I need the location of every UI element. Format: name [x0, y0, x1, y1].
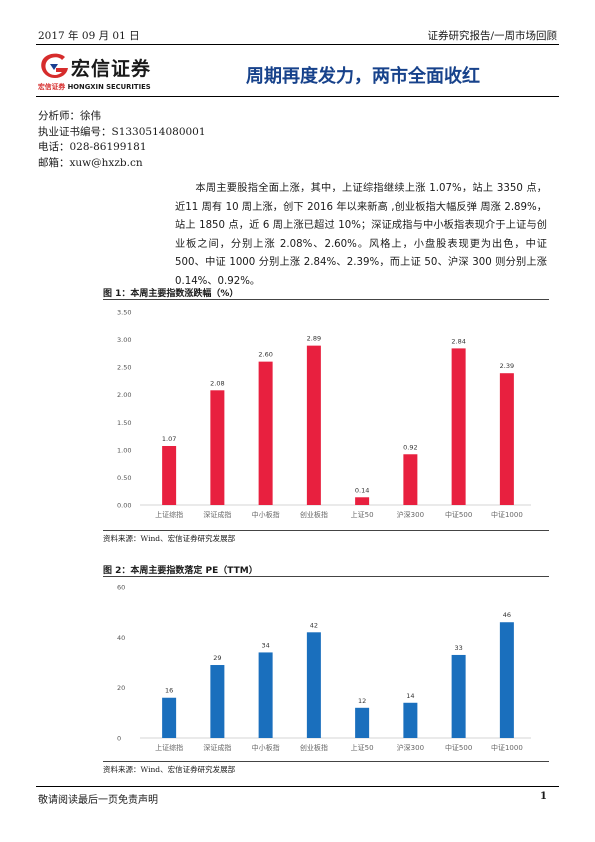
title-divider — [36, 96, 559, 97]
x-tick-label: 沪深300 — [397, 510, 424, 519]
bar-7 — [451, 654, 466, 738]
bar-6 — [403, 702, 418, 738]
data-label: 2.84 — [451, 337, 465, 345]
x-tick-label: 中小板指 — [252, 510, 280, 519]
x-tick-label: 创业板指 — [300, 510, 328, 519]
x-tick-label: 中小板指 — [252, 743, 280, 752]
y-tick-label: 3.50 — [117, 309, 131, 317]
data-label: 46 — [503, 611, 511, 619]
report-type: 证券研究报告/一周市场回顾 — [427, 30, 557, 42]
data-label: 14 — [406, 692, 414, 700]
bar-8 — [499, 373, 514, 505]
x-tick-label: 上证50 — [351, 510, 374, 519]
y-tick-label: 0.50 — [117, 474, 131, 482]
data-label: 42 — [310, 621, 318, 629]
data-label: 2.60 — [258, 351, 272, 359]
logo-chinese-name: 宏信证券 — [71, 58, 152, 80]
page-number: 1 — [540, 791, 547, 802]
bar-8 — [499, 622, 514, 738]
data-label: 0.92 — [403, 443, 417, 451]
footer-disclaimer: 敬请阅读最后一页免责声明 — [38, 795, 158, 806]
figure1-bottom-rule — [103, 530, 549, 531]
x-tick-label: 上证综指 — [155, 743, 183, 752]
x-tick-label: 上证50 — [351, 743, 374, 752]
report-title: 周期再度发力，两市全面收红 — [246, 66, 480, 87]
y-tick-label: 1.00 — [117, 446, 131, 454]
logo-mark-icon — [41, 53, 68, 78]
summary-paragraph: 本周主要股指全面上涨，其中，上证综指继续上涨 1.07%，站上 3350 点，近… — [175, 183, 547, 287]
x-tick-label: 创业板指 — [300, 743, 328, 752]
data-label: 1.07 — [162, 435, 176, 443]
logo-en-text: HONGXIN SECURITIES — [67, 83, 151, 91]
x-tick-label: 中证1000 — [491, 510, 523, 519]
y-tick-label: 1.50 — [117, 419, 131, 427]
bar-4 — [306, 345, 321, 505]
x-tick-label: 中证1000 — [491, 743, 523, 752]
y-tick-label: 20 — [117, 684, 125, 692]
bar-4 — [306, 632, 321, 738]
report-date: 2017 年 09 月 01 日 — [38, 30, 140, 42]
data-label: 0.14 — [355, 486, 369, 494]
analyst-phone: 电话：028-86199181 — [38, 141, 147, 153]
bar-6 — [403, 454, 418, 505]
bar-5 — [355, 707, 370, 738]
data-label: 34 — [261, 641, 269, 649]
x-tick-label: 中证500 — [445, 743, 472, 752]
bar-7 — [451, 348, 466, 505]
analyst-license: 执业证书编号：S1330514080001 — [38, 125, 206, 138]
analyst-info: 分析师：徐伟 执业证书编号：S1330514080001 电话：028-8619… — [38, 109, 206, 171]
bar-3 — [258, 361, 273, 505]
x-tick-label: 上证综指 — [155, 510, 183, 519]
x-tick-label: 沪深300 — [397, 743, 424, 752]
footer-divider — [36, 786, 559, 787]
data-label: 16 — [165, 687, 173, 695]
y-tick-label: 0.00 — [117, 502, 131, 510]
company-logo: 宏信证券 宏信证券 HONGXIN SECURITIES — [38, 51, 158, 93]
bar-3 — [258, 652, 273, 738]
figure1-title: 图 1：本周主要指数涨跌幅（%） — [103, 289, 239, 299]
x-tick-label: 深证成指 — [203, 510, 231, 519]
header-divider — [36, 44, 559, 45]
figure1-top-rule — [103, 299, 549, 300]
bar-2 — [210, 665, 225, 738]
y-tick-label: 2.00 — [117, 391, 131, 399]
figure2-top-rule — [103, 576, 549, 577]
y-tick-label: 40 — [117, 634, 125, 642]
data-label: 2.89 — [307, 335, 321, 343]
analyst-email: 邮箱：xuw@hxzb.cn — [38, 156, 143, 169]
y-tick-label: 3.00 — [117, 336, 131, 344]
data-label: 2.08 — [210, 379, 224, 387]
bar-1 — [162, 697, 177, 738]
data-label: 33 — [454, 644, 462, 652]
bar-1 — [162, 445, 177, 505]
bar-5 — [355, 497, 370, 505]
figure1-source: 资料来源：Wind、宏信证券研究发展部 — [103, 534, 236, 543]
logo-en-prefix: 宏信证券 — [38, 83, 66, 91]
logo-english-name: 宏信证券 HONGXIN SECURITIES — [38, 81, 151, 91]
figure2-chart: 0 20 40 60 16 上证综指 29 深证成指 34 中小板指 42 创业板指 12 上证50 14 沪… — [117, 584, 531, 752]
y-tick-label: 0 — [117, 735, 121, 743]
figure1-chart: 0.00 0.50 1.00 1.50 2.00 2.50 3.00 3.50 1.07 上证综指… — [117, 309, 531, 519]
data-label: 12 — [358, 697, 366, 705]
analyst-name: 分析师：徐伟 — [38, 110, 101, 122]
data-label: 29 — [213, 654, 221, 662]
figure2-title: 图 2：本周主要指数落定 PE（TTM） — [103, 566, 258, 576]
y-tick-label: 2.50 — [117, 364, 131, 372]
figure2-source: 资料来源：Wind、宏信证券研究发展部 — [103, 765, 236, 774]
figure2-bottom-rule — [103, 761, 549, 762]
y-tick-label: 60 — [117, 584, 125, 592]
x-tick-label: 中证500 — [445, 510, 472, 519]
x-tick-label: 深证成指 — [203, 743, 231, 752]
bar-2 — [210, 390, 225, 505]
data-label: 2.39 — [500, 362, 514, 370]
